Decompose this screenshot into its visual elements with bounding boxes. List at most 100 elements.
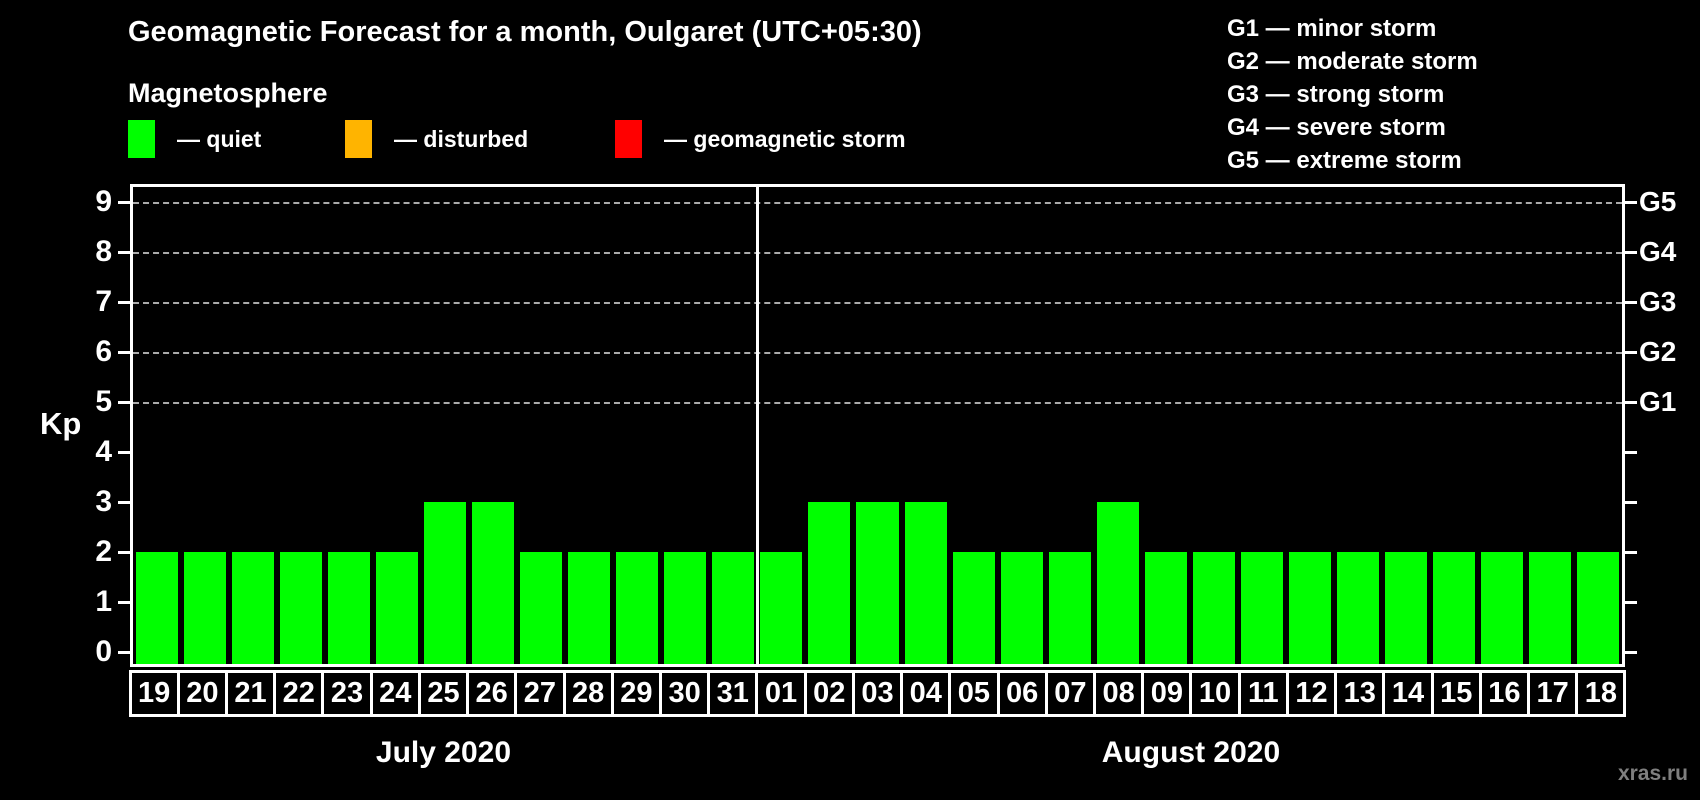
- date-cell: 13: [1334, 670, 1386, 717]
- date-cell: 17: [1527, 670, 1579, 717]
- kp-bar: [1192, 552, 1235, 664]
- kp-bar: [1480, 552, 1523, 664]
- month-label-july: July 2020: [375, 736, 512, 769]
- chart-title: Geomagnetic Forecast for a month, Oulgar…: [128, 16, 922, 48]
- date-cell: 25: [417, 670, 470, 717]
- date-cell: 15: [1430, 670, 1482, 717]
- storm-scale-legend: G1 — minor storm G2 — moderate storm G3 …: [1227, 12, 1478, 177]
- y-tick-label: 4: [95, 435, 112, 468]
- kp-bar: [1096, 502, 1139, 664]
- date-cell: 27: [514, 670, 566, 717]
- kp-bar: [664, 552, 707, 664]
- right-axis-tick: [1622, 551, 1637, 554]
- right-axis-tick: [1622, 301, 1637, 304]
- kp-bar: [568, 552, 611, 664]
- date-cell: 30: [658, 670, 711, 717]
- legend-label-storm: — geomagnetic storm: [664, 125, 906, 152]
- storm-scale-g1: G1 — minor storm: [1227, 15, 1437, 42]
- kp-bar: [1432, 552, 1475, 664]
- kp-bar: [1048, 552, 1091, 664]
- date-cell: 18: [1575, 670, 1627, 717]
- month-separator-line: [755, 187, 759, 664]
- date-cell: 26: [466, 670, 518, 717]
- storm-scale-g2: G2 — moderate storm: [1227, 48, 1478, 75]
- gridline-kp7: [133, 302, 1622, 304]
- legend-item-disturbed: — disturbed: [345, 119, 528, 159]
- kp-bar: [280, 552, 323, 664]
- kp-bar: [616, 552, 659, 664]
- legend-label-quiet: — quiet: [177, 125, 262, 152]
- legend-label-disturbed: — disturbed: [394, 125, 529, 152]
- left-axis-tick: [118, 451, 133, 454]
- kp-bar: [1576, 552, 1619, 664]
- kp-bar: [1336, 552, 1379, 664]
- kp-bar: [856, 502, 899, 664]
- kp-bar: [424, 502, 467, 664]
- date-cell: 14: [1382, 670, 1434, 717]
- date-cell: 21: [224, 670, 277, 717]
- left-axis-tick: [118, 601, 133, 604]
- kp-bar: [1000, 552, 1043, 664]
- y-tick-label: 5: [95, 385, 112, 418]
- y-axis-label: Kp: [40, 406, 82, 441]
- gridline-kp8: [133, 252, 1622, 254]
- date-cell: 28: [562, 670, 614, 717]
- y-tick-label: 2: [95, 535, 112, 568]
- right-axis-tick: [1622, 651, 1637, 654]
- date-cell: 19: [128, 670, 180, 717]
- date-cell: 03: [851, 670, 904, 717]
- kp-bar: [1144, 552, 1187, 664]
- kp-bar: [952, 552, 995, 664]
- right-axis-label-g2: G2: [1639, 336, 1677, 367]
- y-tick-label: 9: [95, 185, 112, 218]
- storm-color-swatch: [615, 120, 642, 158]
- date-cell: 20: [176, 670, 228, 717]
- plot-area: [118, 184, 1637, 667]
- date-cell: 07: [1044, 670, 1096, 717]
- date-cell: 09: [1141, 670, 1193, 717]
- disturbed-color-swatch: [345, 120, 372, 158]
- date-cell: 10: [1189, 670, 1241, 717]
- right-axis-tick: [1622, 201, 1637, 204]
- right-axis-label-g3: G3: [1639, 286, 1677, 317]
- date-cell: 11: [1237, 670, 1289, 717]
- date-cell: 06: [996, 670, 1048, 717]
- date-cell: 04: [900, 670, 952, 717]
- date-cell: 24: [369, 670, 421, 717]
- date-cell: 01: [755, 670, 807, 717]
- left-axis-tick: [118, 251, 133, 254]
- kp-bar: [232, 552, 275, 664]
- storm-scale-g5: G5 — extreme storm: [1227, 147, 1462, 174]
- kp-bar: [328, 552, 371, 664]
- gridline-kp6: [133, 352, 1622, 354]
- kp-bar: [1240, 552, 1283, 664]
- right-axis-tick: [1622, 401, 1637, 404]
- month-label-august: August 2020: [1101, 736, 1281, 769]
- kp-bar: [1384, 552, 1427, 664]
- watermark: xras.ru: [1617, 762, 1688, 785]
- kp-bar: [904, 502, 947, 664]
- kp-bar: [808, 502, 851, 664]
- left-axis-tick: [118, 401, 133, 404]
- y-tick-label: 0: [95, 635, 112, 668]
- right-axis-tick: [1622, 351, 1637, 354]
- kp-bar: [1288, 552, 1331, 664]
- gridline-kp9: [133, 202, 1622, 204]
- kp-bar: [1528, 552, 1571, 664]
- kp-bar: [520, 552, 563, 664]
- kp-bar: [376, 552, 419, 664]
- kp-bar: [472, 502, 515, 664]
- legend-heading: Magnetosphere: [128, 78, 328, 108]
- right-axis-tick: [1622, 501, 1637, 504]
- kp-bar: [184, 552, 227, 664]
- kp-bar: [712, 552, 755, 664]
- left-axis-tick: [118, 551, 133, 554]
- date-cell: 16: [1478, 670, 1531, 717]
- gridline-kp5: [133, 402, 1622, 404]
- left-axis-tick: [118, 301, 133, 304]
- left-axis-tick: [118, 201, 133, 204]
- date-cell: 12: [1285, 670, 1338, 717]
- right-axis-tick: [1622, 601, 1637, 604]
- date-cell: 05: [948, 670, 1000, 717]
